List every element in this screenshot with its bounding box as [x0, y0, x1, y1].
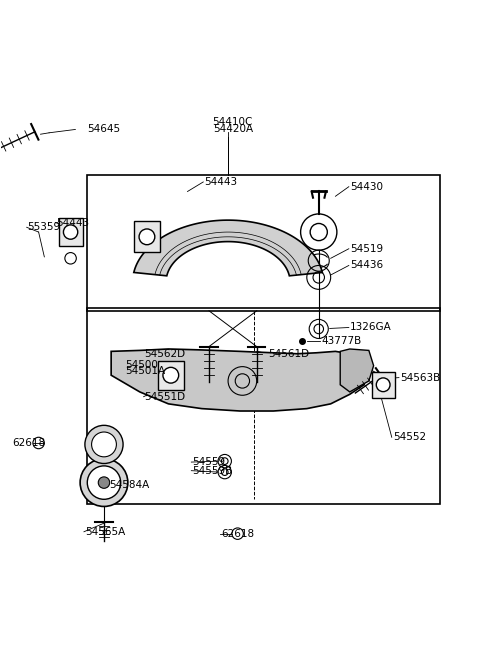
Circle shape	[163, 367, 179, 383]
Circle shape	[139, 229, 155, 245]
Text: 54551D: 54551D	[144, 392, 186, 402]
Circle shape	[63, 225, 78, 239]
Text: 62618: 62618	[12, 438, 45, 448]
Bar	[87, 309, 441, 504]
Polygon shape	[340, 349, 373, 392]
Text: 54559: 54559	[192, 457, 226, 467]
Circle shape	[98, 477, 110, 489]
Polygon shape	[111, 349, 364, 411]
Bar	[134, 221, 160, 252]
Text: 55359: 55359	[28, 222, 61, 233]
Circle shape	[87, 466, 120, 499]
Text: 54563B: 54563B	[400, 373, 440, 383]
Text: 54565A: 54565A	[85, 527, 125, 536]
Bar	[372, 371, 395, 398]
Text: 43777B: 43777B	[321, 336, 361, 346]
Text: 54443: 54443	[204, 177, 237, 187]
Text: 54645: 54645	[87, 124, 120, 134]
Circle shape	[92, 432, 116, 457]
Text: 54584A: 54584A	[109, 480, 149, 490]
Text: 54430: 54430	[350, 181, 383, 192]
Text: 54443: 54443	[56, 217, 89, 227]
Bar	[87, 175, 441, 310]
Text: 54501A: 54501A	[125, 366, 166, 377]
Bar	[59, 217, 83, 246]
Text: 1326GA: 1326GA	[350, 322, 392, 333]
Polygon shape	[134, 220, 323, 276]
Text: 54436: 54436	[350, 261, 383, 271]
Circle shape	[376, 378, 390, 392]
Text: 54420A: 54420A	[213, 124, 253, 134]
Circle shape	[85, 425, 123, 464]
Text: 54562D: 54562D	[144, 348, 186, 359]
Text: 62618: 62618	[221, 529, 254, 538]
Text: 54561D: 54561D	[269, 348, 310, 359]
Text: 54410C: 54410C	[213, 117, 253, 127]
Text: 54500: 54500	[125, 360, 158, 369]
Text: 54559B: 54559B	[192, 466, 232, 476]
Circle shape	[80, 458, 128, 506]
Text: 54519: 54519	[350, 244, 383, 253]
Bar	[157, 361, 184, 390]
Text: 54552: 54552	[393, 432, 426, 442]
